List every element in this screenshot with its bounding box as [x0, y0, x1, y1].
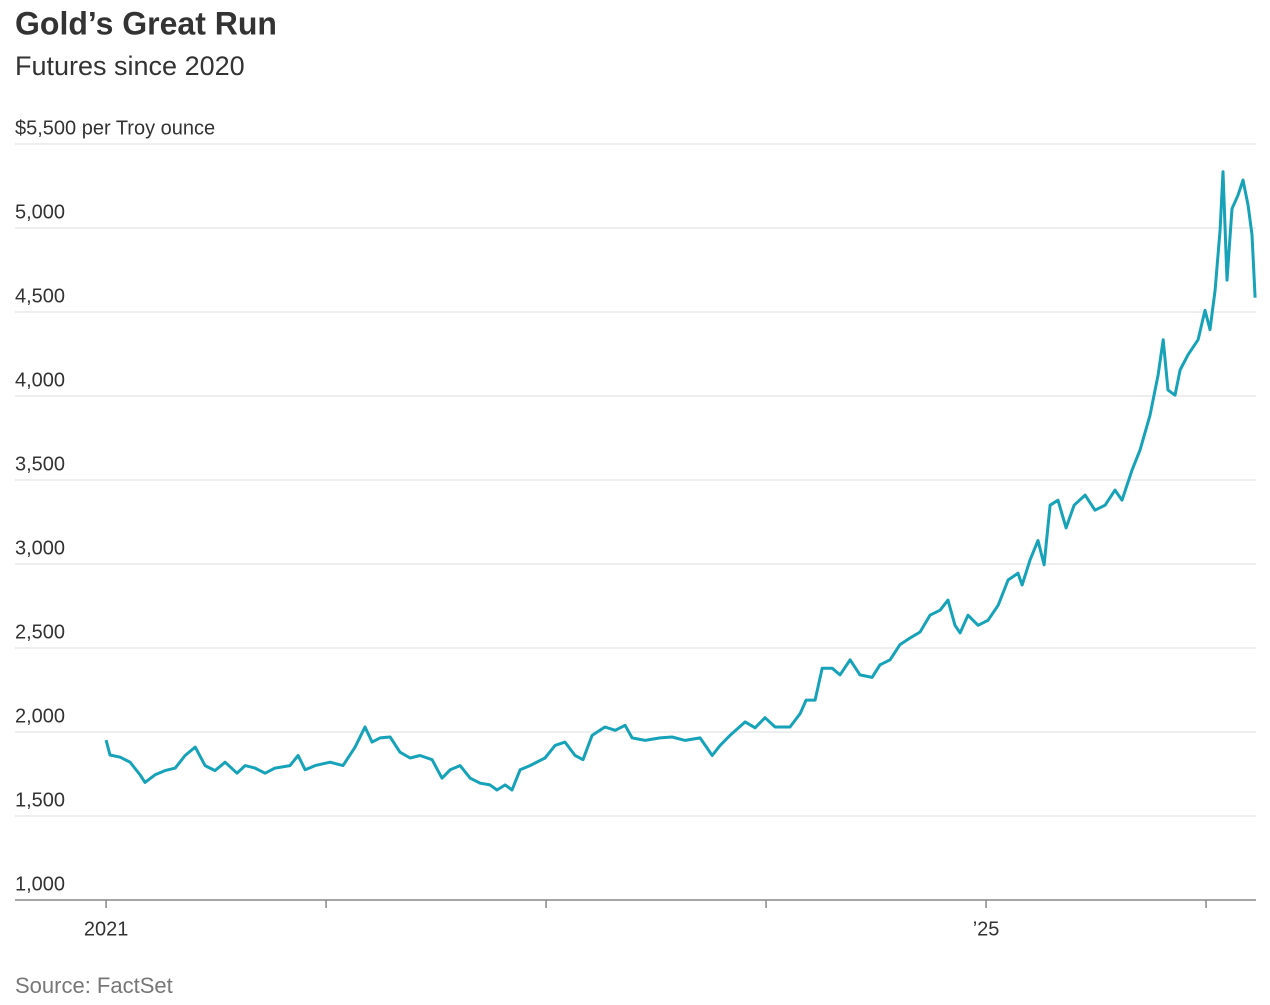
source-note: Source: FactSet [15, 973, 173, 998]
chart-subtitle: Futures since 2020 [15, 51, 245, 81]
y-tick-label: 3,000 [15, 537, 65, 559]
price-line [104, 170, 1257, 792]
chart-title: Gold’s Great Run [15, 5, 277, 41]
y-tick-label: 4,000 [15, 369, 65, 391]
y-tick-label: 4,500 [15, 285, 65, 307]
y-tick-label: 2,500 [15, 621, 65, 643]
x-tick-label: 2021 [84, 918, 129, 940]
y-tick-label: $5,500 per Troy ounce [15, 117, 215, 139]
y-tick-label: 5,000 [15, 201, 65, 223]
y-tick-label: 3,500 [15, 453, 65, 475]
x-tick-label: ’25 [973, 918, 1000, 940]
y-tick-label: 1,500 [15, 789, 65, 811]
y-tick-label: 2,000 [15, 705, 65, 727]
y-tick-label: 1,000 [15, 873, 65, 895]
